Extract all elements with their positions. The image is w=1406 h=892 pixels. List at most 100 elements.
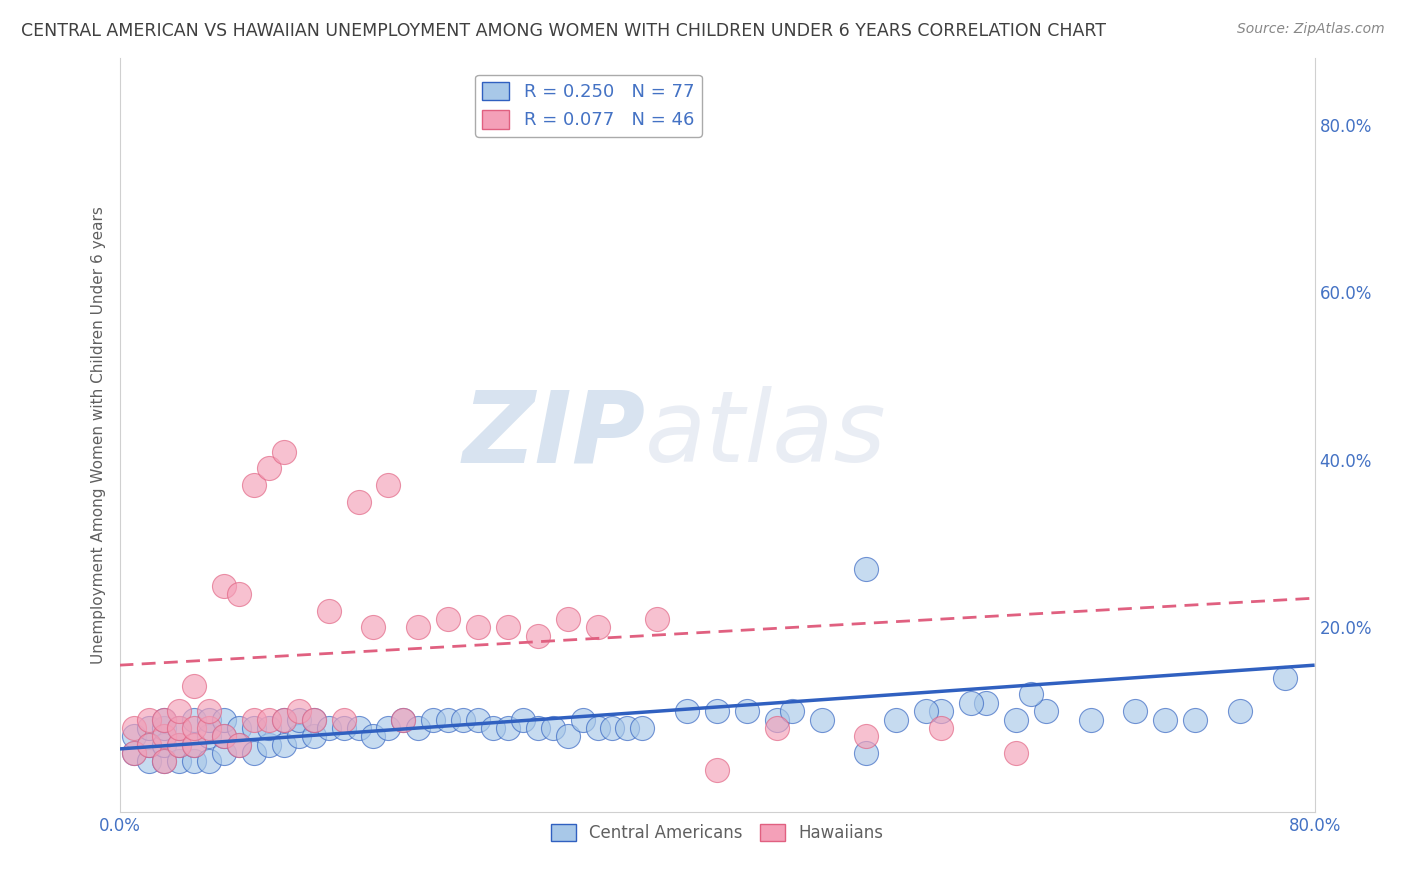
Point	[482, 721, 505, 735]
Point	[183, 738, 205, 752]
Point	[124, 746, 146, 760]
Point	[377, 478, 399, 492]
Point	[974, 696, 997, 710]
Point	[766, 721, 789, 735]
Point	[138, 738, 160, 752]
Point	[273, 713, 295, 727]
Point	[228, 738, 250, 752]
Point	[392, 713, 415, 727]
Point	[138, 721, 160, 735]
Point	[318, 604, 340, 618]
Point	[347, 495, 370, 509]
Point	[288, 704, 311, 718]
Point	[706, 763, 728, 777]
Point	[929, 704, 952, 718]
Point	[1184, 713, 1206, 727]
Point	[257, 738, 280, 752]
Point	[332, 713, 354, 727]
Point	[1019, 688, 1042, 702]
Point	[243, 746, 266, 760]
Point	[496, 620, 519, 634]
Point	[243, 721, 266, 735]
Point	[243, 478, 266, 492]
Point	[198, 721, 221, 735]
Point	[1274, 671, 1296, 685]
Point	[676, 704, 699, 718]
Point	[541, 721, 564, 735]
Point	[302, 713, 325, 727]
Point	[960, 696, 983, 710]
Point	[855, 730, 877, 744]
Point	[273, 738, 295, 752]
Point	[198, 755, 221, 769]
Point	[512, 713, 534, 727]
Point	[318, 721, 340, 735]
Point	[527, 629, 550, 643]
Point	[169, 738, 191, 752]
Point	[198, 730, 221, 744]
Point	[169, 738, 191, 752]
Point	[124, 721, 146, 735]
Point	[228, 721, 250, 735]
Point	[169, 721, 191, 735]
Point	[1080, 713, 1102, 727]
Point	[273, 713, 295, 727]
Point	[780, 704, 803, 718]
Point	[1125, 704, 1147, 718]
Point	[586, 721, 609, 735]
Point	[169, 755, 191, 769]
Point	[169, 721, 191, 735]
Point	[124, 730, 146, 744]
Point	[437, 612, 460, 626]
Point	[855, 746, 877, 760]
Point	[451, 713, 474, 727]
Point	[183, 721, 205, 735]
Text: ZIP: ZIP	[463, 386, 645, 483]
Point	[153, 738, 176, 752]
Point	[198, 713, 221, 727]
Point	[198, 704, 221, 718]
Point	[138, 713, 160, 727]
Point	[153, 730, 176, 744]
Point	[183, 738, 205, 752]
Point	[408, 620, 430, 634]
Point	[212, 713, 235, 727]
Point	[183, 713, 205, 727]
Point	[212, 730, 235, 744]
Point	[929, 721, 952, 735]
Point	[153, 755, 176, 769]
Point	[153, 721, 176, 735]
Text: CENTRAL AMERICAN VS HAWAIIAN UNEMPLOYMENT AMONG WOMEN WITH CHILDREN UNDER 6 YEAR: CENTRAL AMERICAN VS HAWAIIAN UNEMPLOYMEN…	[21, 22, 1107, 40]
Point	[422, 713, 444, 727]
Point	[212, 730, 235, 744]
Point	[169, 704, 191, 718]
Point	[766, 713, 789, 727]
Point	[1154, 713, 1177, 727]
Point	[273, 444, 295, 458]
Point	[571, 713, 593, 727]
Point	[392, 713, 415, 727]
Point	[363, 620, 385, 634]
Point	[706, 704, 728, 718]
Point	[647, 612, 669, 626]
Point	[363, 730, 385, 744]
Point	[138, 755, 160, 769]
Point	[257, 721, 280, 735]
Point	[602, 721, 624, 735]
Point	[183, 755, 205, 769]
Point	[347, 721, 370, 735]
Point	[915, 704, 938, 718]
Point	[437, 713, 460, 727]
Point	[302, 713, 325, 727]
Point	[408, 721, 430, 735]
Point	[467, 713, 489, 727]
Point	[1229, 704, 1251, 718]
Point	[557, 730, 579, 744]
Point	[124, 746, 146, 760]
Legend: Central Americans, Hawaiians: Central Americans, Hawaiians	[544, 817, 890, 848]
Point	[288, 730, 311, 744]
Point	[183, 679, 205, 693]
Point	[153, 713, 176, 727]
Point	[467, 620, 489, 634]
Point	[228, 738, 250, 752]
